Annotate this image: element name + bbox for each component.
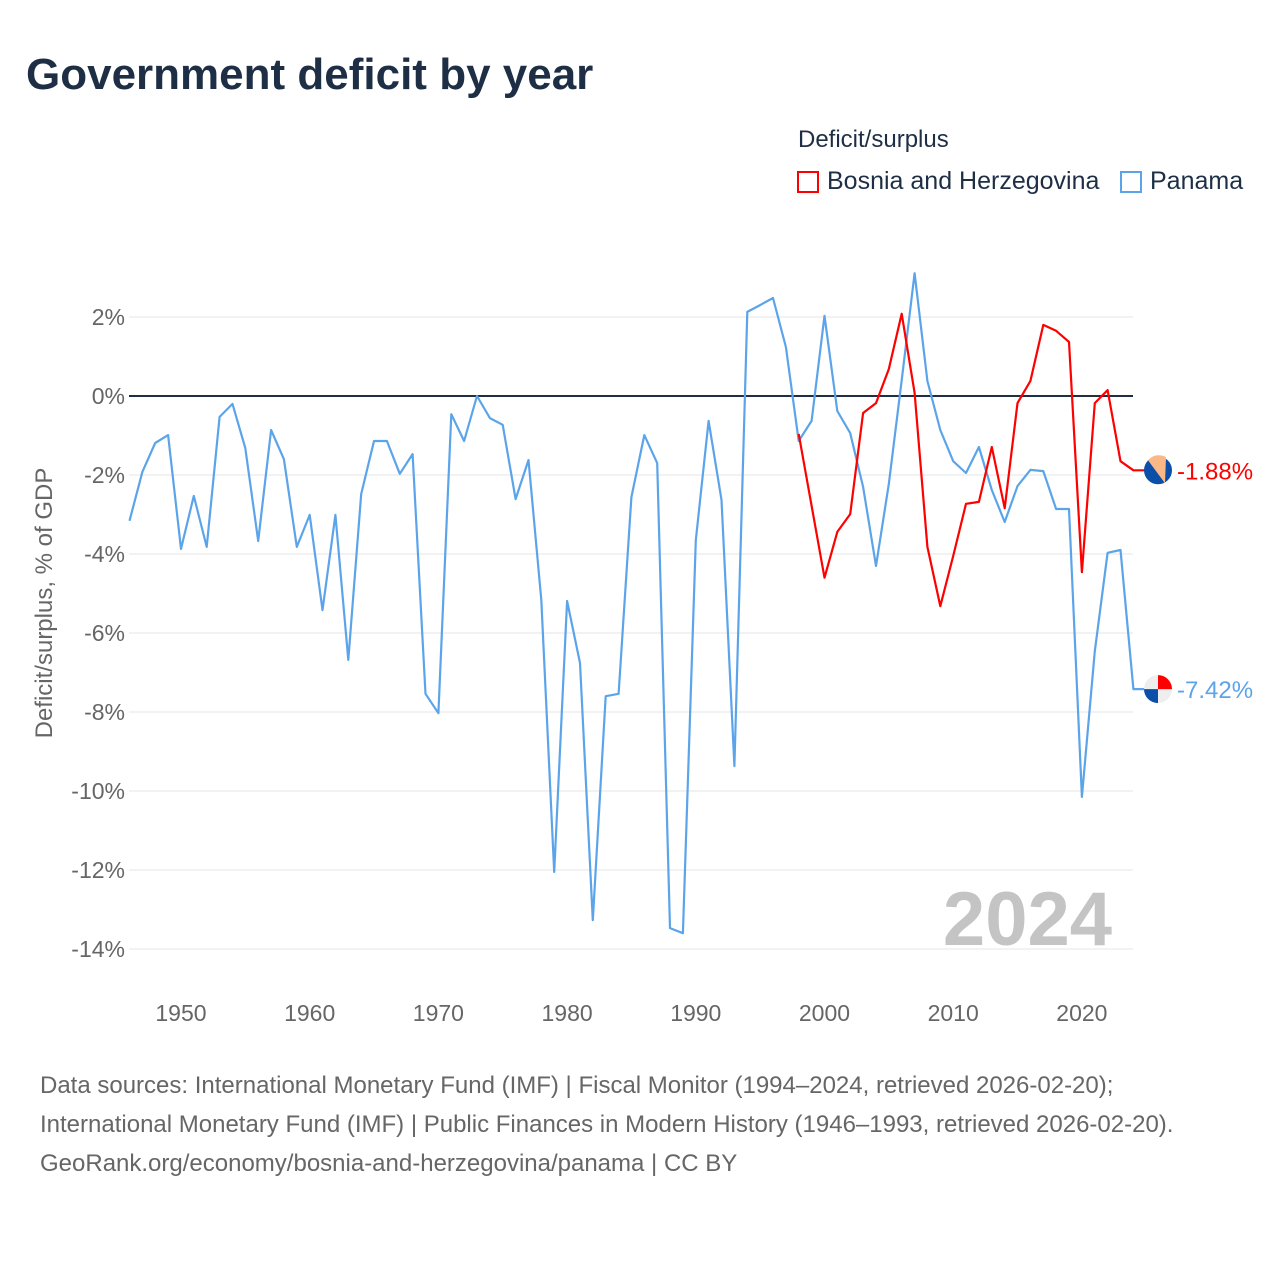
legend-label: Panama (1150, 167, 1244, 195)
flag-red-quarter (1158, 675, 1172, 690)
data-sources: Data sources: International Monetary Fun… (40, 1072, 1174, 1138)
legend-item-panama[interactable]: Panama (1120, 167, 1243, 196)
series-line-bosnia-and-herzegovina (797, 312, 1146, 608)
x-tick-label: 1970 (413, 1000, 464, 1026)
flag-blue-quarter (1144, 689, 1158, 704)
legend-item-bosnia[interactable]: Bosnia and Herzegovina (797, 167, 1099, 196)
x-tick-label: 2000 (799, 1000, 850, 1026)
flag-triangle (1148, 455, 1166, 484)
end-value-label: -1.88% (1177, 458, 1253, 485)
x-tick-label: 1950 (155, 1000, 206, 1026)
y-tick-label: -10% (71, 778, 125, 804)
y-tick-label: 2% (92, 304, 125, 330)
end-value-label: -7.42% (1177, 677, 1253, 704)
y-tick-label: -12% (71, 857, 125, 883)
y-tick-label: 0% (92, 383, 125, 409)
y-tick-label: -14% (71, 936, 125, 962)
x-tick-label: 1960 (284, 1000, 335, 1026)
y-tick-label: -4% (84, 541, 125, 567)
bosnia-flag-icon (1144, 455, 1172, 485)
footer: Data sources: International Monetary Fun… (40, 1066, 1240, 1183)
y-tick-label: -6% (84, 620, 125, 646)
legend-label: Bosnia and Herzegovina (827, 167, 1100, 195)
legend-swatch (797, 170, 819, 193)
source-link[interactable]: GeoRank.org/economy/bosnia-and-herzegovi… (40, 1150, 738, 1177)
chart-title: Government deficit by year (26, 50, 594, 99)
x-tick-label: 2010 (928, 1000, 979, 1026)
series-line-panama (128, 272, 1146, 935)
x-tick-label: 1980 (541, 1000, 592, 1026)
y-axis-label: Deficit/surplus, % of GDP (31, 468, 58, 739)
y-tick-label: -2% (84, 462, 125, 488)
year-watermark: 2024 (943, 877, 1112, 962)
x-tick-label: 2020 (1056, 1000, 1107, 1026)
x-tick-label: 1990 (670, 1000, 721, 1026)
legend-title: Deficit/surplus (798, 126, 949, 153)
line-chart: 2% 0% -2% -4% -6% -8% -10% -12% -14% 1950 1960 1970… (31, 272, 1253, 1026)
panama-flag-icon (1144, 675, 1172, 704)
legend-swatch (1120, 170, 1142, 193)
y-tick-label: -8% (84, 699, 125, 725)
